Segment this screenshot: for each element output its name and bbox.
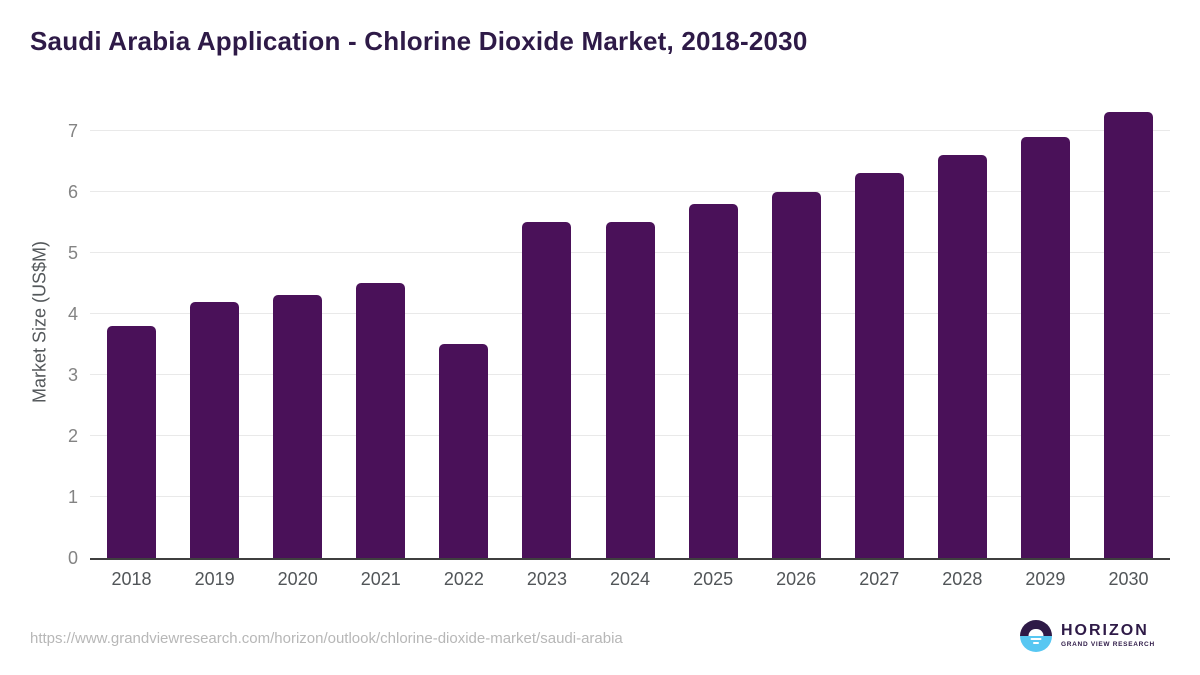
x-tick-label-2022: 2022 <box>443 569 484 589</box>
bar-2030 <box>1103 112 1153 558</box>
bar-cell-2025 <box>672 100 755 558</box>
y-tick-label: 2 <box>67 425 78 446</box>
gridline <box>90 129 1170 131</box>
x-tick-label-2020: 2020 <box>277 569 318 589</box>
bar-2019 <box>190 302 240 558</box>
bar-cell-2020 <box>256 100 339 558</box>
horizon-sun-icon <box>1020 620 1052 652</box>
x-tick-label-2018: 2018 <box>111 569 152 589</box>
bar-cell-2021 <box>339 100 422 558</box>
bar-2026 <box>771 192 821 558</box>
x-tick-label-2028: 2028 <box>942 569 983 589</box>
bar-cell-2030 <box>1087 100 1170 558</box>
bar-2027 <box>854 173 904 558</box>
bar-2029 <box>1020 137 1070 558</box>
bar-cell-2019 <box>173 100 256 558</box>
bar-2024 <box>605 222 655 558</box>
sun-shape <box>1028 628 1044 636</box>
y-tick-label: 7 <box>67 120 78 141</box>
x-tick-label-2026: 2026 <box>776 569 817 589</box>
bar-2025 <box>688 204 738 558</box>
y-tick-label: 0 <box>67 548 78 568</box>
x-tick-label-2029: 2029 <box>1025 569 1066 589</box>
bar-cell-2026 <box>755 100 838 558</box>
bar-cell-2028 <box>921 100 1004 558</box>
bar-2021 <box>356 283 406 558</box>
y-tick-label: 5 <box>67 242 78 263</box>
chart-title: Saudi Arabia Application - Chlorine Diox… <box>30 26 808 56</box>
bar-2023 <box>522 222 572 558</box>
sun-reflection <box>1033 642 1039 645</box>
bar-cell-2024 <box>588 100 671 558</box>
bar-series <box>90 100 1170 558</box>
bar-2020 <box>273 295 323 558</box>
x-tick-label-2024: 2024 <box>609 569 651 589</box>
brand-name: HORIZON <box>1061 622 1149 640</box>
y-tick-label: 4 <box>67 303 78 324</box>
brand-subtitle: GRAND VIEW RESEARCH <box>1061 641 1155 649</box>
sun-reflection <box>1030 637 1042 640</box>
bar-cell-2027 <box>838 100 921 558</box>
y-tick-label: 1 <box>67 486 78 507</box>
gridline <box>90 190 1170 192</box>
x-tick-label-2030: 2030 <box>1108 569 1149 589</box>
y-tick-label: 3 <box>67 364 78 385</box>
x-tick-label-2021: 2021 <box>360 569 401 589</box>
source-url: https://www.grandviewresearch.com/horizo… <box>30 630 623 647</box>
x-tick-label-2023: 2023 <box>526 569 567 589</box>
horizon-logo: HORIZON GRAND VIEW RESEARCH <box>1020 620 1155 652</box>
bar-2022 <box>439 344 489 558</box>
x-tick-label-2019: 2019 <box>194 569 235 589</box>
bar-cell-2022 <box>422 100 505 558</box>
y-tick-label: 6 <box>67 181 78 202</box>
logo-text: HORIZON GRAND VIEW RESEARCH <box>1061 623 1155 649</box>
bar-cell-2029 <box>1004 100 1087 558</box>
x-tick-label-2027: 2027 <box>859 569 900 589</box>
bar-2018 <box>107 326 157 558</box>
bar-cell-2023 <box>505 100 588 558</box>
bar-cell-2018 <box>90 100 173 558</box>
plot-area <box>90 100 1170 560</box>
x-tick-label-2025: 2025 <box>693 569 734 589</box>
bar-2028 <box>937 155 987 558</box>
x-axis-ticks: 2018 2019 2020 2021 2022 2023 2024 2025 2026 2027… <box>90 569 1170 590</box>
